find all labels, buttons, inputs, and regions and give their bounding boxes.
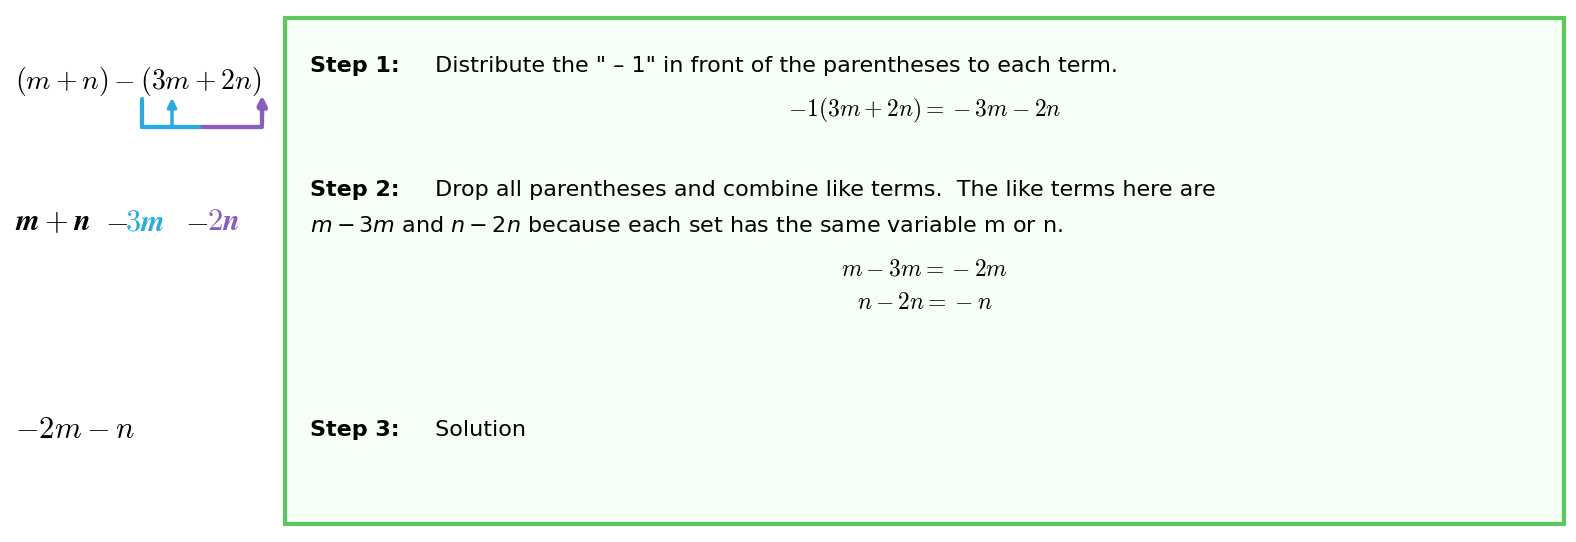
Text: $\boldsymbol{3m}$: $\boldsymbol{3m}$ xyxy=(125,208,164,236)
Text: $\boldsymbol{2n}$: $\boldsymbol{2n}$ xyxy=(206,208,240,236)
Text: $-1(3m + 2n) = -3m - 2n$: $-1(3m + 2n) = -3m - 2n$ xyxy=(788,95,1061,125)
Text: Step 2:: Step 2: xyxy=(310,180,400,200)
Text: $m - 3m = -2m$: $m - 3m = -2m$ xyxy=(842,256,1009,280)
Text: $(m + n) - (3m + 2n)$: $(m + n) - (3m + 2n)$ xyxy=(16,66,262,99)
Text: Step 1:: Step 1: xyxy=(310,56,400,76)
Text: Distribute the " – 1" in front of the parentheses to each term.: Distribute the " – 1" in front of the pa… xyxy=(427,56,1117,76)
Text: $m - 3m$ and $n - 2n$ because each set has the same variable m or n.: $m - 3m$ and $n - 2n$ because each set h… xyxy=(310,216,1062,236)
Text: $-2m - n$: $-2m - n$ xyxy=(16,416,136,444)
Text: Solution: Solution xyxy=(427,420,526,440)
Text: Drop all parentheses and combine like terms.  The like terms here are: Drop all parentheses and combine like te… xyxy=(427,180,1215,200)
Text: $n - 2n = -n$: $n - 2n = -n$ xyxy=(857,290,993,314)
Text: $\boldsymbol{-}$: $\boldsymbol{-}$ xyxy=(106,208,128,236)
Text: $\boldsymbol{-}$: $\boldsymbol{-}$ xyxy=(184,208,208,236)
FancyBboxPatch shape xyxy=(285,18,1563,524)
Text: Step 3:: Step 3: xyxy=(310,420,400,440)
Text: $\boldsymbol{m + n}$: $\boldsymbol{m + n}$ xyxy=(16,208,91,236)
